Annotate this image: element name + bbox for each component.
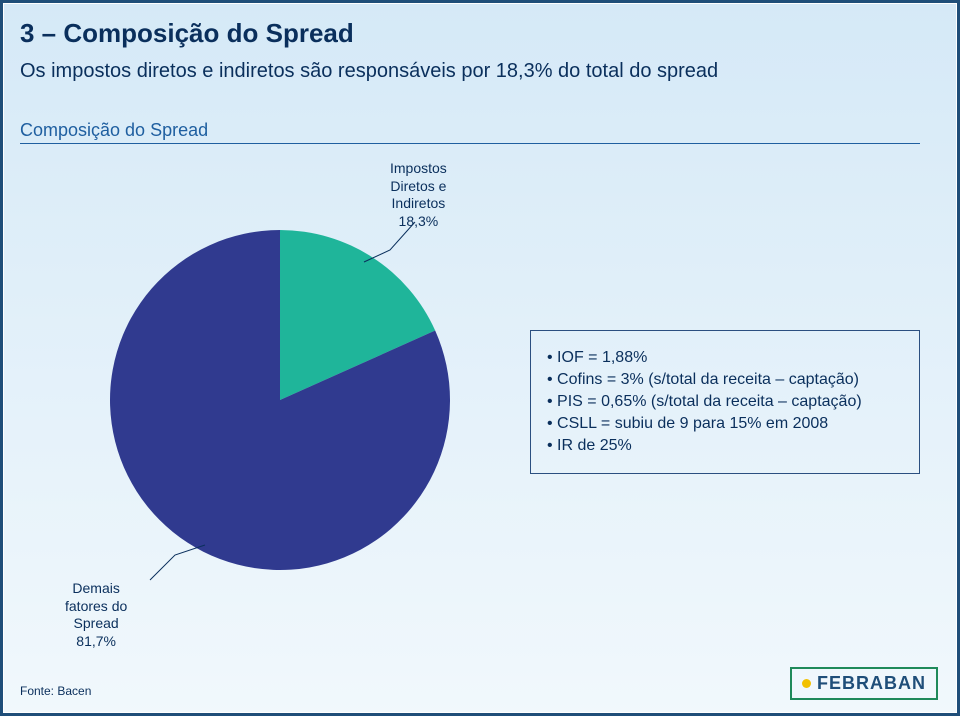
logo-dot-icon: [802, 679, 811, 688]
info-item-4: • IR de 25%: [547, 437, 903, 455]
pie-chart: [100, 220, 460, 580]
info-item-3: • CSLL = subiu de 9 para 15% em 2008: [547, 415, 903, 433]
logo-text: FEBRABAN: [817, 673, 926, 694]
info-item-0: • IOF = 1,88%: [547, 349, 903, 367]
page-title: 3 – Composição do Spread: [20, 18, 354, 49]
info-list: • IOF = 1,88% • Cofins = 3% (s/total da r…: [547, 349, 903, 455]
callout-impostos: ImpostosDiretos eIndiretos18,3%: [390, 160, 447, 230]
info-box: • IOF = 1,88% • Cofins = 3% (s/total da r…: [530, 330, 920, 474]
callout-demais: Demaisfatores doSpread81,7%: [65, 580, 127, 650]
footer-source: Fonte: Bacen: [20, 684, 91, 698]
info-item-1: • Cofins = 3% (s/total da receita – capt…: [547, 371, 903, 389]
page-subtitle: Os impostos diretos e indiretos são resp…: [20, 60, 718, 83]
info-item-2: • PIS = 0,65% (s/total da receita – capt…: [547, 393, 903, 411]
febraban-logo: FEBRABAN: [790, 667, 938, 700]
section-label: Composição do Spread: [20, 120, 920, 144]
